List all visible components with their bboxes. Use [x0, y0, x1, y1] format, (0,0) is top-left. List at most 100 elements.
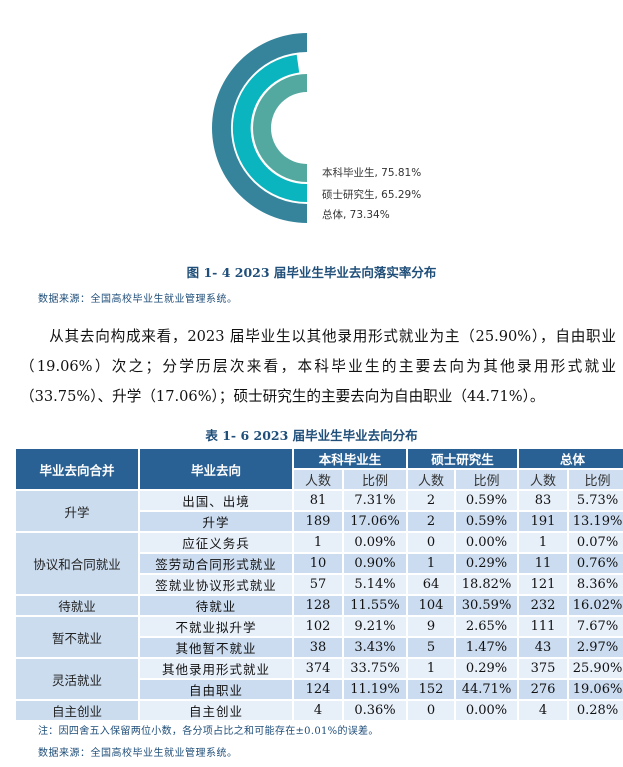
total-ratio: 25.90% [569, 659, 623, 678]
undergrad-ratio: 3.43% [344, 638, 407, 657]
label-undergrad: 本科毕业生, 75.81% [322, 167, 422, 179]
destination-cell: 自由职业 [140, 680, 292, 699]
body-paragraph: 从其去向构成来看，2023 届毕业生以其他录用形式就业为主（25.90%），自由… [20, 328, 616, 405]
table-row: 其他暂不就业 38 3.43% 5 1.47% 43 2.97% [16, 638, 623, 657]
table-row: 升学 189 17.06% 2 0.59% 191 13.19% [16, 512, 623, 531]
undergrad-ratio: 9.21% [344, 617, 407, 636]
group-cell: 待就业 [16, 596, 138, 615]
ring-total [212, 33, 307, 223]
undergrad-ratio: 0.09% [344, 533, 407, 552]
header-total: 总体 [519, 449, 623, 468]
master-ratio: 30.59% [456, 596, 518, 615]
group-cell: 暂不就业 [16, 617, 138, 657]
master-ratio: 0.29% [456, 659, 518, 678]
destination-table: 毕业去向合并 毕业去向 本科毕业生 硕士研究生 总体 人数 比例 人数 比例 人… [14, 447, 623, 722]
destination-cell: 其他暂不就业 [140, 638, 292, 657]
master-ratio: 18.82% [456, 575, 518, 594]
group-cell: 协议和合同就业 [16, 533, 138, 594]
total-ratio: 13.19% [569, 512, 623, 531]
total-count: 4 [519, 701, 568, 720]
master-ratio: 0.00% [456, 533, 518, 552]
header-master: 硕士研究生 [408, 449, 518, 468]
total-count: 111 [519, 617, 568, 636]
header-undergrad: 本科毕业生 [294, 449, 407, 468]
undergrad-count: 1 [294, 533, 342, 552]
total-count: 232 [519, 596, 568, 615]
table-source: 数据来源：全国高校毕业生就业管理系统。 [38, 748, 238, 759]
figure-source: 数据来源：全国高校毕业生就业管理系统。 [38, 294, 238, 305]
undergrad-ratio: 33.75% [344, 659, 407, 678]
label-master: 硕士研究生, 65.29% [322, 189, 422, 201]
header-destination: 毕业去向 [140, 449, 292, 489]
table-row: 待就业 待就业 128 11.55% 104 30.59% 232 16.02% [16, 596, 623, 615]
undergrad-count: 38 [294, 638, 342, 657]
total-ratio: 5.73% [569, 491, 623, 510]
radial-bar-chart: 本科毕业生, 75.81% 硕士研究生, 65.29% 总体, 73.34% [0, 0, 623, 250]
chart-svg [212, 33, 307, 223]
master-ratio: 1.47% [456, 638, 518, 657]
total-ratio: 7.67% [569, 617, 623, 636]
undergrad-ratio: 5.14% [344, 575, 407, 594]
total-count: 276 [519, 680, 568, 699]
total-ratio: 8.36% [569, 575, 623, 594]
total-count: 1 [519, 533, 568, 552]
ring-undergrad [253, 74, 307, 182]
destination-cell: 升学 [140, 512, 292, 531]
destination-cell: 应征义务兵 [140, 533, 292, 552]
total-count: 191 [519, 512, 568, 531]
master-count: 152 [408, 680, 455, 699]
master-count: 5 [408, 638, 455, 657]
master-count: 2 [408, 491, 455, 510]
undergrad-count: 57 [294, 575, 342, 594]
table-row: 签就业协议形式就业 57 5.14% 64 18.82% 121 8.36% [16, 575, 623, 594]
undergrad-ratio: 11.55% [344, 596, 407, 615]
total-count: 43 [519, 638, 568, 657]
table-row: 签劳动合同形式就业 10 0.90% 1 0.29% 11 0.76% [16, 554, 623, 573]
label-total: 总体, 73.34% [322, 209, 390, 221]
destination-cell: 出国、出境 [140, 491, 292, 510]
subheader-count: 人数 [408, 470, 455, 489]
total-ratio: 19.06% [569, 680, 623, 699]
master-ratio: 2.65% [456, 617, 518, 636]
undergrad-count: 189 [294, 512, 342, 531]
destination-cell: 不就业拟升学 [140, 617, 292, 636]
undergrad-ratio: 0.36% [344, 701, 407, 720]
undergrad-ratio: 7.31% [344, 491, 407, 510]
total-ratio: 0.76% [569, 554, 623, 573]
total-ratio: 2.97% [569, 638, 623, 657]
undergrad-count: 4 [294, 701, 342, 720]
undergrad-count: 102 [294, 617, 342, 636]
total-ratio: 16.02% [569, 596, 623, 615]
total-ratio: 0.07% [569, 533, 623, 552]
destination-cell: 其他录用形式就业 [140, 659, 292, 678]
master-ratio: 0.29% [456, 554, 518, 573]
master-count: 0 [408, 701, 455, 720]
subheader-count: 人数 [294, 470, 342, 489]
subheader-ratio: 比例 [456, 470, 518, 489]
undergrad-count: 374 [294, 659, 342, 678]
subheader-ratio: 比例 [569, 470, 623, 489]
table-caption: 表 1- 6 2023 届毕业生毕业去向分布 [205, 428, 418, 443]
master-ratio: 0.59% [456, 512, 518, 531]
master-ratio: 44.71% [456, 680, 518, 699]
subheader-ratio: 比例 [344, 470, 407, 489]
undergrad-count: 128 [294, 596, 342, 615]
destination-cell: 待就业 [140, 596, 292, 615]
master-count: 64 [408, 575, 455, 594]
undergrad-count: 124 [294, 680, 342, 699]
table-row: 自主创业 自主创业 4 0.36% 0 0.00% 4 0.28% [16, 701, 623, 720]
destination-cell: 签就业协议形式就业 [140, 575, 292, 594]
table-note: 注：因四舍五入保留两位小数，各分项占比之和可能存在±0.01%的误差。 [38, 726, 379, 737]
master-count: 1 [408, 659, 455, 678]
total-count: 121 [519, 575, 568, 594]
table-row: 暂不就业 不就业拟升学 102 9.21% 9 2.65% 111 7.67% [16, 617, 623, 657]
figure-caption: 图 1- 4 2023 届毕业生毕业去向落实率分布 [186, 265, 437, 280]
header-group: 毕业去向合并 [16, 449, 138, 489]
total-ratio: 0.28% [569, 701, 623, 720]
undergrad-count: 10 [294, 554, 342, 573]
master-count: 9 [408, 617, 455, 636]
group-cell: 升学 [16, 491, 138, 531]
group-cell: 自主创业 [16, 701, 138, 720]
total-count: 375 [519, 659, 568, 678]
undergrad-ratio: 11.19% [344, 680, 407, 699]
